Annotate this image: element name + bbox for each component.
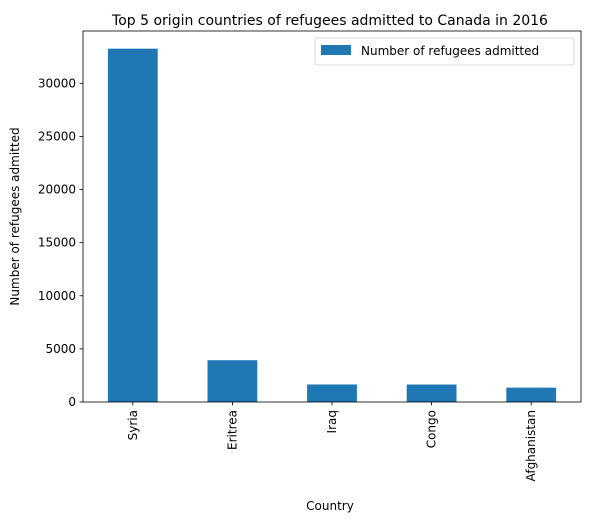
y-tick-label: 30000 [38, 76, 76, 90]
bar-iraq [307, 384, 357, 402]
y-tick-label: 25000 [38, 129, 76, 143]
x-tick-label: Afghanistan [524, 410, 538, 481]
bar-afghanistan [506, 387, 557, 402]
x-axis: Syria Eritrea Iraq Congo Afghanistan [126, 402, 538, 481]
y-tick-label: 15000 [38, 236, 76, 250]
bar-syria [107, 48, 158, 403]
bar-eritrea [207, 360, 258, 402]
x-axis-label: Country [306, 499, 354, 513]
x-tick-label: Congo [425, 410, 439, 448]
plot-frame [82, 30, 582, 403]
bar-congo [406, 384, 457, 402]
legend-label: Number of refugees admitted [361, 44, 539, 58]
y-tick-label: 5000 [45, 342, 76, 356]
y-axis: 0 5000 10000 15000 20000 25000 30000 [38, 76, 83, 409]
y-tick-label: 20000 [38, 183, 76, 197]
legend: Number of refugees admitted [314, 37, 575, 66]
chart-title: Top 5 origin countries of refugees admit… [111, 13, 548, 29]
legend-box [314, 37, 575, 66]
y-tick-label: 0 [68, 395, 76, 409]
y-axis-label: Number of refugees admitted [8, 127, 22, 305]
legend-swatch [321, 45, 351, 55]
y-tick-label: 10000 [38, 289, 76, 303]
x-tick-label: Iraq [325, 410, 339, 433]
x-tick-label: Syria [126, 410, 140, 440]
bars-layer [107, 48, 557, 403]
x-tick-label: Eritrea [225, 410, 239, 450]
